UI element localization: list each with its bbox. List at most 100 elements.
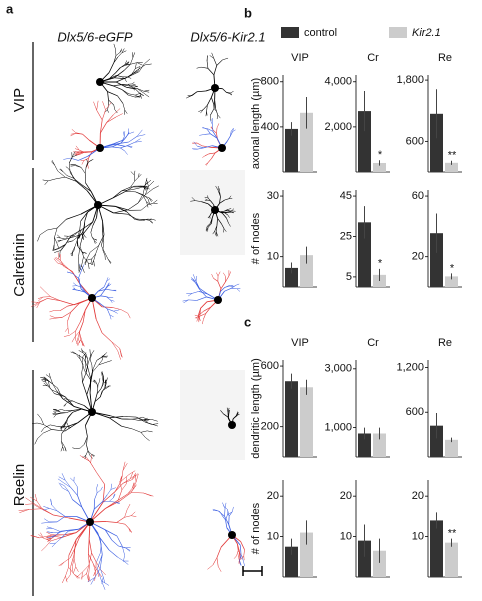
neurite [243,549,245,556]
neurite [100,290,105,297]
neurite [136,62,143,66]
neurite [124,79,127,83]
bar [373,433,386,457]
neurite [63,403,66,407]
neurite [113,108,121,115]
neurite [148,180,155,187]
neurite [233,555,237,559]
chart-title: Cr [367,52,379,64]
neurite [130,62,138,65]
neurite [182,299,189,302]
neurite [73,573,79,579]
neurite [96,557,99,562]
y-tick-label: 200 [261,421,279,433]
neurite [126,503,131,510]
neurite [136,88,145,94]
neurite [125,141,135,147]
neurite [143,182,148,187]
neurite [58,244,66,249]
y-tick-label: 20 [412,251,424,263]
y-axis-label: dendritic length (µm) [250,358,262,459]
neurite [210,217,213,224]
neurite [109,75,117,79]
neurite [41,380,46,383]
neurite [88,538,90,554]
neurite [102,484,106,503]
neurite [87,367,92,380]
neurite [78,156,88,161]
neurite [219,191,221,197]
y-tick-label: 10 [340,530,352,542]
neurite [215,231,219,237]
neurite [116,535,123,547]
neurite [93,569,97,576]
neurite [98,359,103,366]
neurite [126,76,132,79]
neurite [240,554,244,561]
neurite [77,337,81,344]
neurite [219,510,223,516]
neurite [73,481,78,487]
neurite [86,258,92,261]
neurite [67,271,73,274]
neurite [105,109,108,113]
neurite [88,262,90,270]
neurite [138,63,145,72]
neurite [69,235,75,239]
neurite [99,391,103,398]
neurite [191,197,196,201]
neurite [104,529,113,541]
neurite [201,201,209,205]
neurite [202,155,206,158]
neurite [199,134,205,136]
neurite [106,308,110,315]
neurite [139,92,144,96]
neurite [88,538,92,553]
neurite [127,202,139,211]
neurite [73,282,77,286]
neurite [122,461,126,471]
neurite [199,287,208,295]
neurite [97,552,101,559]
neurite [101,580,110,586]
neurite [41,377,47,380]
neurite [81,363,85,371]
neurite [46,536,52,538]
neurite [52,244,55,251]
neurite [77,246,83,252]
neurite [124,60,127,65]
neurite [127,489,134,495]
neurite [61,575,66,584]
neurite [207,215,210,219]
neurite [145,188,154,196]
neurite [86,159,88,163]
neurite [48,380,53,384]
neurite [117,489,123,501]
neurite [218,510,225,517]
neurite [74,537,80,549]
neurite [134,170,136,176]
neurite [113,56,119,63]
neurite [134,85,138,87]
neurite [202,127,208,129]
neurite [207,223,212,228]
neurite [126,87,138,89]
neurite [64,557,71,563]
neurite [109,72,116,79]
neurite [225,514,228,521]
neurite [90,350,95,357]
neurite [243,560,245,567]
neurite [195,275,198,282]
neurite [118,545,126,548]
neurite [115,49,117,56]
neurite [71,129,77,134]
neurite [60,561,65,567]
neurite [128,93,136,96]
neurite [102,501,110,503]
neurite [106,296,111,299]
neurite [106,116,117,123]
neurite [68,168,72,173]
neurite [67,412,73,418]
neurite [123,416,137,418]
neurite [136,88,144,92]
